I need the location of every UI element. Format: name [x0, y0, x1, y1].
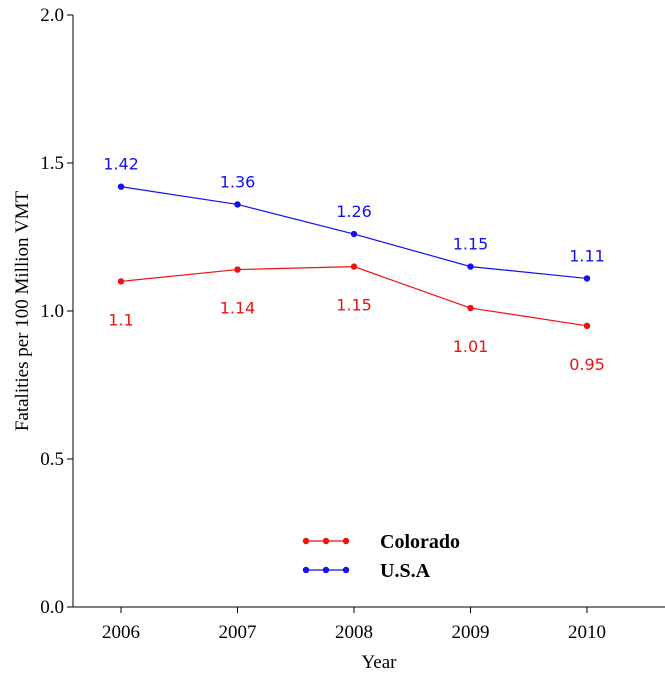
y-tick-label: 0.0: [40, 597, 64, 618]
data-point: [117, 278, 125, 285]
x-tick-label: 2010: [568, 622, 606, 643]
x-tick-label: 2007: [219, 622, 257, 643]
data-label: 1.14: [220, 299, 256, 318]
legend-swatch-point: [302, 537, 310, 545]
data-label: 1.15: [453, 235, 489, 254]
y-tick-label: 1.5: [40, 153, 64, 174]
y-axis-title: Fatalities per 100 Million VMT: [12, 190, 33, 431]
legend-label: Colorado: [380, 531, 460, 553]
series-layer: 1.1 1.14 1.15 1.01 0.95 1.42 1.36 1.26 1.15 1.11: [103, 155, 605, 374]
y-tick-label: 0.5: [40, 449, 64, 470]
data-label: 1.01: [453, 337, 489, 356]
x-ticks: 2006 2007 2008 2009 2010: [102, 607, 606, 643]
legend: Colorado U.S.A: [302, 531, 460, 582]
legend-label: U.S.A: [380, 560, 431, 582]
series-u-s-a: 1.42 1.36 1.26 1.15 1.11: [103, 155, 605, 282]
data-label: 1.1: [108, 310, 133, 329]
legend-swatch-point: [342, 537, 350, 545]
x-tick-label: 2006: [102, 622, 140, 643]
y-tick-label: 1.0: [40, 301, 64, 322]
legend-swatch-point: [322, 537, 330, 545]
data-label: 1.15: [336, 296, 372, 315]
data-point: [350, 263, 358, 270]
legend-item: U.S.A: [302, 560, 431, 582]
data-point: [234, 266, 241, 273]
y-tick-label: 2.0: [40, 5, 64, 26]
data-label: 1.42: [103, 155, 139, 174]
legend-swatch-point: [342, 566, 350, 574]
series-colorado: 1.1 1.14 1.15 1.01 0.95: [108, 263, 605, 374]
data-point: [583, 322, 591, 329]
data-point: [583, 275, 591, 282]
x-tick-label: 2009: [452, 622, 490, 643]
data-label: 1.11: [569, 246, 605, 265]
data-point: [467, 263, 474, 270]
y-ticks: 0.0 0.5 1.0 1.5 2.0: [40, 5, 73, 618]
x-axis-title: Year: [361, 652, 397, 673]
legend-swatch-point: [302, 566, 310, 574]
data-point: [350, 230, 358, 238]
data-label: 1.26: [336, 202, 372, 221]
data-label: 1.36: [220, 172, 256, 191]
x-tick-label: 2008: [335, 622, 373, 643]
data-point: [467, 304, 474, 312]
legend-swatch-point: [322, 566, 330, 574]
data-point: [234, 201, 241, 208]
data-label: 0.95: [569, 355, 605, 374]
legend-item: Colorado: [302, 531, 460, 553]
data-point: [117, 183, 125, 190]
